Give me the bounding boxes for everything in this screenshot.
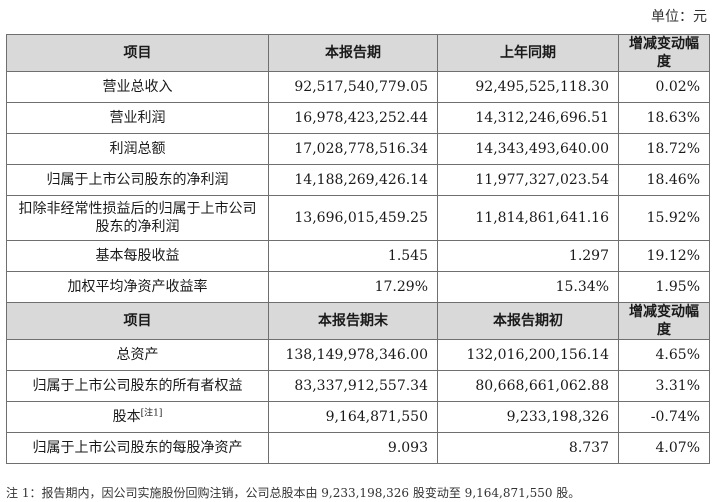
cell-value: 18.72% (618, 133, 710, 165)
cell-value: 83,337,912,557.34 (268, 370, 438, 402)
footnote-marker: [注1] (140, 408, 163, 419)
cell-value: 18.63% (618, 102, 710, 134)
table-row: 营业利润 16,978,423,252.44 14,312,246,696.51… (6, 102, 710, 134)
cell-value: 19.12% (618, 240, 710, 272)
cell-value: 0.02% (618, 71, 710, 103)
unit-label: 单位：元 (651, 9, 707, 25)
cell-value: 18.46% (618, 164, 710, 196)
row-label: 营业利润 (6, 102, 269, 134)
table-row: 归属于上市公司股东的每股净资产 9.093 8.737 4.07% (6, 432, 710, 464)
table-row: 营业总收入 92,517,540,779.05 92,495,525,118.3… (6, 71, 710, 103)
header-cell: 项目 (6, 302, 269, 340)
header-cell: 本报告期 (268, 34, 438, 72)
cell-value: 92,517,540,779.05 (268, 71, 438, 103)
row-label: 归属于上市公司股东的净利润 (6, 164, 269, 196)
cell-value: 15.92% (618, 195, 710, 241)
row-label: 归属于上市公司股东的每股净资产 (6, 432, 269, 464)
row-label: 总资产 (6, 339, 269, 371)
cell-value: 4.65% (618, 339, 710, 371)
table-row: 扣除非经常性损益后的归属于上市公司股东的净利润 13,696,015,459.2… (6, 195, 710, 241)
table-row: 归属于上市公司股东的净利润 14,188,269,426.14 11,977,3… (6, 164, 710, 196)
cell-value: 3.31% (618, 370, 710, 402)
cell-value: 9,233,198,326 (437, 401, 619, 433)
financial-summary-table: 项目 本报告期 上年同期 增减变动幅度 营业总收入 92,517,540,779… (6, 34, 710, 464)
cell-value: 14,188,269,426.14 (268, 164, 438, 196)
cell-value: 14,312,246,696.51 (437, 102, 619, 134)
row-label: 基本每股收益 (6, 240, 269, 272)
row-label: 扣除非经常性损益后的归属于上市公司股东的净利润 (6, 195, 269, 241)
header-cell: 上年同期 (437, 34, 619, 72)
header-cell: 本报告期末 (268, 302, 438, 340)
header-cell: 本报告期初 (437, 302, 619, 340)
cell-value: 14,343,493,640.00 (437, 133, 619, 165)
cell-value: 11,814,861,641.16 (437, 195, 619, 241)
row-label: 归属于上市公司股东的所有者权益 (6, 370, 269, 402)
footnote-text: 注 1：报告期内，因公司实施股份回购注销，公司总股本由 9,233,198,32… (6, 486, 581, 500)
cell-value: 8.737 (437, 432, 619, 464)
header-cell: 增减变动幅度 (618, 302, 710, 340)
cell-value: 80,668,661,062.88 (437, 370, 619, 402)
cell-value: 1.95% (618, 271, 710, 303)
cell-value: 1.297 (437, 240, 619, 272)
cell-value: 92,495,525,118.30 (437, 71, 619, 103)
table-header-row: 项目 本报告期末 本报告期初 增减变动幅度 (6, 302, 710, 340)
row-label: 股本 (112, 409, 141, 425)
cell-value: 16,978,423,252.44 (268, 102, 438, 134)
cell-value: 1.545 (268, 240, 438, 272)
cell-value: 9.093 (268, 432, 438, 464)
table-row: 基本每股收益 1.545 1.297 19.12% (6, 240, 710, 272)
row-label: 利润总额 (6, 133, 269, 165)
cell-value: 17.29% (268, 271, 438, 303)
cell-value: 9,164,871,550 (268, 401, 438, 433)
row-label: 营业总收入 (6, 71, 269, 103)
cell-value: -0.74% (618, 401, 710, 433)
cell-value: 138,149,978,346.00 (268, 339, 438, 371)
cell-value: 132,016,200,156.14 (437, 339, 619, 371)
row-label: 加权平均净资产收益率 (6, 271, 269, 303)
cell-value: 13,696,015,459.25 (268, 195, 438, 241)
cell-value: 11,977,327,023.54 (437, 164, 619, 196)
table-header-row: 项目 本报告期 上年同期 增减变动幅度 (6, 34, 710, 72)
cell-value: 17,028,778,516.34 (268, 133, 438, 165)
row-label-with-note: 股本[注1] (6, 401, 269, 433)
table-row: 股本[注1] 9,164,871,550 9,233,198,326 -0.74… (6, 401, 710, 433)
header-cell: 项目 (6, 34, 269, 72)
table-row: 利润总额 17,028,778,516.34 14,343,493,640.00… (6, 133, 710, 165)
table-row: 总资产 138,149,978,346.00 132,016,200,156.1… (6, 339, 710, 371)
table-row: 归属于上市公司股东的所有者权益 83,337,912,557.34 80,668… (6, 370, 710, 402)
header-cell: 增减变动幅度 (618, 34, 710, 72)
cell-value: 15.34% (437, 271, 619, 303)
cell-value: 4.07% (618, 432, 710, 464)
table-row: 加权平均净资产收益率 17.29% 15.34% 1.95% (6, 271, 710, 303)
